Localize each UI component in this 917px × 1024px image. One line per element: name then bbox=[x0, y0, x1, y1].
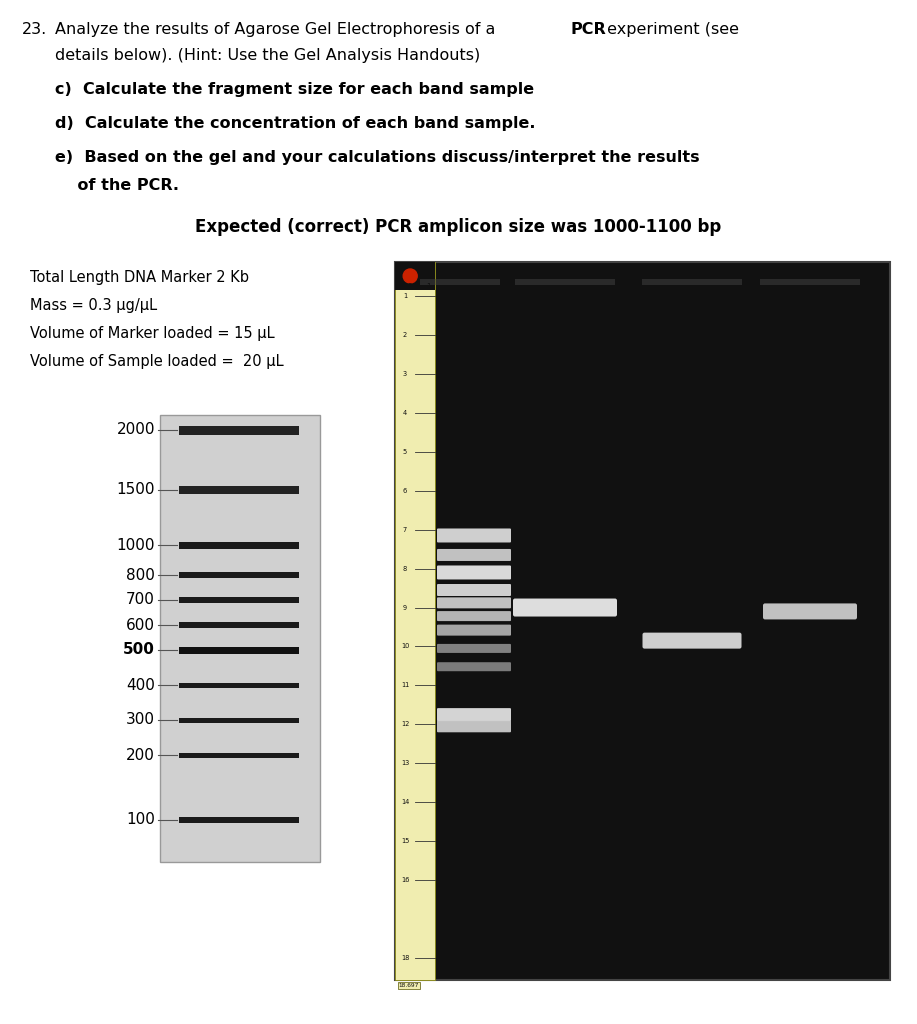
Text: 300: 300 bbox=[126, 713, 155, 727]
FancyBboxPatch shape bbox=[437, 565, 511, 580]
Text: 1: 1 bbox=[426, 283, 431, 292]
Text: 12: 12 bbox=[401, 721, 409, 727]
Text: 10: 10 bbox=[401, 643, 409, 649]
Bar bbox=[179, 817, 299, 823]
Text: 9: 9 bbox=[403, 604, 407, 610]
FancyBboxPatch shape bbox=[437, 528, 511, 543]
Text: 15: 15 bbox=[401, 839, 409, 844]
Text: 2: 2 bbox=[403, 332, 407, 338]
Text: 16: 16 bbox=[401, 878, 409, 883]
Bar bbox=[160, 415, 320, 862]
FancyBboxPatch shape bbox=[437, 584, 511, 596]
Bar bbox=[179, 572, 299, 578]
Text: Volume of Marker loaded = 15 μL: Volume of Marker loaded = 15 μL bbox=[30, 326, 274, 341]
Text: 500: 500 bbox=[123, 642, 155, 657]
FancyBboxPatch shape bbox=[437, 625, 511, 636]
Bar bbox=[420, 279, 500, 285]
Bar bbox=[760, 279, 860, 285]
Text: 400: 400 bbox=[127, 678, 155, 692]
Text: 6: 6 bbox=[403, 487, 407, 494]
Text: c)  Calculate the fragment size for each band sample: c) Calculate the fragment size for each … bbox=[55, 82, 534, 97]
Text: 5: 5 bbox=[403, 449, 407, 455]
FancyBboxPatch shape bbox=[437, 709, 511, 721]
Text: 14: 14 bbox=[401, 800, 409, 805]
Text: 600: 600 bbox=[126, 617, 155, 633]
Text: 2000: 2000 bbox=[116, 423, 155, 437]
Text: Volume of Sample loaded =  20 μL: Volume of Sample loaded = 20 μL bbox=[30, 354, 283, 369]
Text: 4: 4 bbox=[403, 410, 407, 416]
FancyBboxPatch shape bbox=[437, 663, 511, 671]
Text: 18.697: 18.697 bbox=[399, 983, 419, 987]
FancyBboxPatch shape bbox=[437, 720, 511, 732]
Text: 800: 800 bbox=[127, 567, 155, 583]
Bar bbox=[179, 597, 299, 603]
Text: 23.: 23. bbox=[22, 22, 48, 37]
Text: 11: 11 bbox=[401, 682, 409, 688]
Bar bbox=[179, 622, 299, 628]
Bar bbox=[395, 262, 435, 290]
Text: Mass = 0.3 μg/μL: Mass = 0.3 μg/μL bbox=[30, 298, 157, 313]
Text: 18: 18 bbox=[401, 955, 409, 961]
Text: Analyze the results of Agarose Gel Electrophoresis of a: Analyze the results of Agarose Gel Elect… bbox=[55, 22, 501, 37]
Bar bbox=[395, 262, 435, 980]
Text: 8: 8 bbox=[403, 565, 407, 571]
Bar bbox=[179, 486, 299, 494]
FancyBboxPatch shape bbox=[513, 599, 617, 616]
Text: details below). (Hint: Use the Gel Analysis Handouts): details below). (Hint: Use the Gel Analy… bbox=[55, 48, 481, 63]
Bar bbox=[179, 426, 299, 434]
Text: 100: 100 bbox=[127, 812, 155, 827]
FancyBboxPatch shape bbox=[437, 611, 511, 622]
Bar bbox=[515, 279, 615, 285]
Text: Cm: Cm bbox=[407, 283, 420, 292]
Bar bbox=[179, 753, 299, 758]
FancyBboxPatch shape bbox=[763, 603, 857, 620]
Text: Total Length DNA Marker 2 Kb: Total Length DNA Marker 2 Kb bbox=[30, 270, 249, 285]
Text: 13: 13 bbox=[401, 760, 409, 766]
Text: 700: 700 bbox=[127, 593, 155, 607]
Text: 1500: 1500 bbox=[116, 482, 155, 498]
Bar bbox=[179, 718, 299, 723]
Bar bbox=[179, 683, 299, 687]
Bar bbox=[642, 279, 742, 285]
Text: Expected (correct) PCR amplicon size was 1000-1100 bp: Expected (correct) PCR amplicon size was… bbox=[195, 218, 721, 236]
Text: 7: 7 bbox=[403, 526, 407, 532]
Text: 200: 200 bbox=[127, 748, 155, 763]
FancyBboxPatch shape bbox=[437, 644, 511, 653]
Text: 1000: 1000 bbox=[116, 538, 155, 553]
Text: of the PCR.: of the PCR. bbox=[55, 178, 179, 193]
FancyBboxPatch shape bbox=[437, 597, 511, 608]
Text: e)  Based on the gel and your calculations discuss/interpret the results: e) Based on the gel and your calculation… bbox=[55, 150, 700, 165]
Bar bbox=[179, 646, 299, 653]
Circle shape bbox=[403, 269, 417, 283]
FancyBboxPatch shape bbox=[643, 633, 742, 648]
Text: d)  Calculate the concentration of each band sample.: d) Calculate the concentration of each b… bbox=[55, 116, 536, 131]
Text: 3: 3 bbox=[403, 371, 407, 377]
Text: experiment (see: experiment (see bbox=[602, 22, 739, 37]
FancyBboxPatch shape bbox=[437, 549, 511, 561]
Text: PCR: PCR bbox=[570, 22, 606, 37]
Bar bbox=[179, 542, 299, 549]
Bar bbox=[395, 262, 890, 980]
Text: 1: 1 bbox=[403, 293, 407, 299]
